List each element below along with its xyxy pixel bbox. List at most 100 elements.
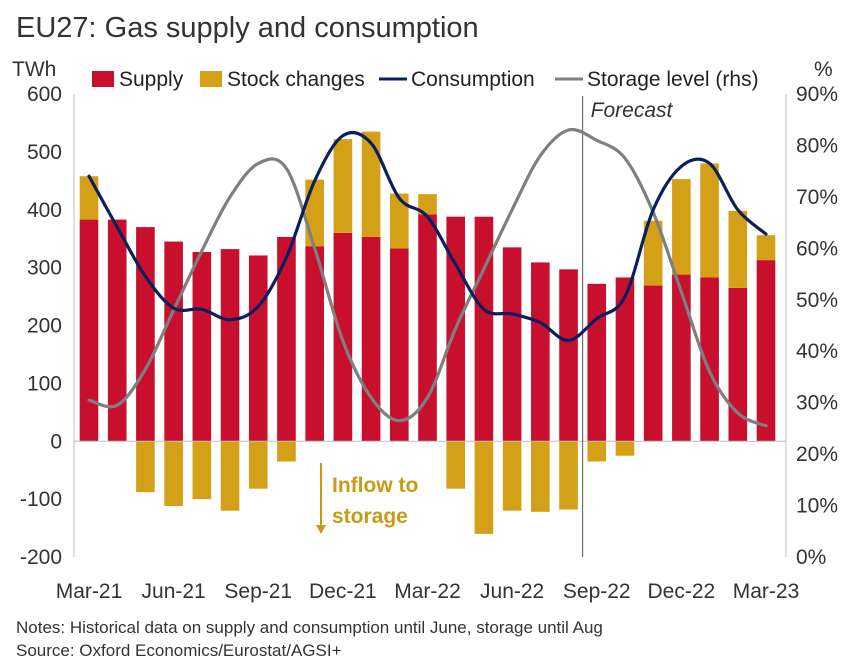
supply-bar bbox=[728, 287, 748, 442]
forecast-label: Forecast bbox=[591, 99, 674, 122]
stock-change-bar bbox=[418, 194, 437, 215]
stock-change-bar bbox=[587, 441, 607, 462]
stock-change-bar bbox=[136, 441, 155, 493]
stock-change-bar bbox=[192, 441, 212, 500]
stock-change-bar bbox=[361, 131, 381, 237]
right-tick-label: 90% bbox=[796, 83, 838, 106]
legend-storage-label: Storage level (rhs) bbox=[587, 68, 759, 91]
right-axis-unit: % bbox=[814, 58, 833, 81]
left-axis-ticks: 600 500 400 300 200 100 0 -100 -200 bbox=[20, 83, 62, 569]
stock-change-bar bbox=[305, 179, 324, 247]
x-tick-label: Sep-21 bbox=[224, 580, 292, 603]
supply-bar bbox=[389, 248, 409, 442]
stock-change-bar bbox=[531, 441, 550, 512]
x-axis-ticks: Mar-21 Jun-21 Sep-21 Dec-21 Mar-22 Jun-22 Sep-… bbox=[56, 580, 800, 603]
supply-bar bbox=[587, 283, 607, 442]
stock-change-bar bbox=[502, 441, 522, 511]
left-tick-label: 500 bbox=[27, 141, 62, 164]
right-tick-label: 80% bbox=[796, 134, 838, 157]
supply-bar bbox=[192, 251, 212, 442]
stock-change-bar bbox=[248, 441, 268, 489]
supply-bar bbox=[361, 236, 381, 442]
storage-level-line bbox=[87, 127, 768, 428]
legend-stock-swatch bbox=[200, 71, 222, 87]
supply-bar bbox=[305, 246, 324, 442]
left-axis-unit: TWh bbox=[12, 58, 56, 81]
right-tick-label: 40% bbox=[796, 340, 838, 363]
supply-bar bbox=[107, 219, 127, 442]
legend-supply-label: Supply bbox=[119, 68, 184, 91]
legend-supply-swatch bbox=[92, 71, 114, 87]
stock-change-bar bbox=[79, 176, 99, 220]
supply-bar bbox=[248, 255, 268, 442]
stock-change-bar bbox=[474, 441, 494, 534]
x-tick-label: Sep-22 bbox=[563, 580, 631, 603]
left-tick-label: -200 bbox=[20, 546, 62, 569]
right-tick-label: 30% bbox=[796, 392, 838, 415]
stock-change-bar bbox=[333, 139, 353, 233]
stock-change-bar bbox=[389, 193, 409, 249]
supply-bar bbox=[136, 227, 155, 442]
stock-change-bar bbox=[756, 235, 776, 261]
right-tick-label: 60% bbox=[796, 237, 838, 260]
stock-change-bar bbox=[277, 441, 296, 462]
supply-bar bbox=[700, 277, 719, 442]
chart-title: EU27: Gas supply and consumption bbox=[16, 12, 479, 44]
supply-bar bbox=[531, 262, 550, 442]
stock-change-bar bbox=[643, 220, 663, 286]
left-tick-label: 600 bbox=[27, 83, 62, 106]
stock-change-bar bbox=[615, 441, 635, 456]
supply-bar bbox=[643, 285, 663, 442]
supply-bar bbox=[79, 219, 99, 442]
x-tick-label: Dec-21 bbox=[309, 580, 377, 603]
x-tick-label: Jun-21 bbox=[142, 580, 206, 603]
supply-bar bbox=[756, 260, 776, 442]
stock-change-bar bbox=[728, 210, 748, 288]
legend: Supply Stock changes Consumption Storage… bbox=[92, 68, 759, 91]
right-tick-label: 50% bbox=[796, 289, 838, 312]
x-tick-label: Mar-22 bbox=[394, 580, 461, 603]
supply-bar bbox=[672, 274, 691, 442]
inflow-annotation-line2: storage bbox=[332, 505, 408, 528]
left-tick-label: -100 bbox=[20, 488, 62, 511]
supply-bar bbox=[220, 249, 240, 442]
stock-change-bar bbox=[672, 179, 691, 275]
right-tick-label: 10% bbox=[796, 495, 838, 518]
chart-source: Source: Oxford Economics/Eurostat/AGSI+ bbox=[16, 641, 342, 660]
stock-change-bar bbox=[164, 441, 183, 507]
supply-bar bbox=[559, 269, 578, 442]
x-tick-label: Mar-23 bbox=[733, 580, 800, 603]
stock-change-bar bbox=[559, 441, 578, 510]
inflow-annotation-line1: Inflow to bbox=[332, 474, 418, 497]
stock-change-bar bbox=[220, 441, 240, 511]
legend-consumption-label: Consumption bbox=[411, 68, 535, 91]
supply-bar bbox=[164, 241, 183, 442]
stock-change-bar bbox=[700, 163, 719, 278]
supply-bar bbox=[502, 247, 522, 442]
left-tick-label: 0 bbox=[50, 430, 62, 453]
inflow-annotation: Inflow to storage bbox=[316, 463, 418, 534]
supply-bar bbox=[615, 277, 635, 442]
legend-stock-label: Stock changes bbox=[227, 68, 365, 91]
consumption-line bbox=[87, 130, 768, 343]
supply-bar bbox=[277, 236, 296, 442]
supply-bar bbox=[474, 216, 494, 442]
right-axis-ticks: 90% 80% 70% 60% 50% 40% 30% 20% 10% 0% bbox=[796, 83, 838, 569]
left-tick-label: 200 bbox=[27, 315, 62, 338]
stock-change-bars bbox=[79, 131, 776, 534]
stock-change-bar bbox=[446, 441, 466, 489]
x-tick-label: Jun-22 bbox=[480, 580, 544, 603]
right-tick-label: 0% bbox=[796, 546, 826, 569]
left-tick-label: 400 bbox=[27, 199, 62, 222]
left-tick-label: 100 bbox=[27, 372, 62, 395]
x-tick-label: Mar-21 bbox=[56, 580, 123, 603]
chart-notes: Notes: Historical data on supply and con… bbox=[16, 618, 603, 637]
inflow-arrowhead bbox=[316, 525, 326, 534]
left-tick-label: 300 bbox=[27, 257, 62, 280]
right-tick-label: 20% bbox=[796, 443, 838, 466]
x-tick-label: Dec-22 bbox=[648, 580, 716, 603]
supply-bars bbox=[79, 214, 776, 442]
right-tick-label: 70% bbox=[796, 186, 838, 209]
